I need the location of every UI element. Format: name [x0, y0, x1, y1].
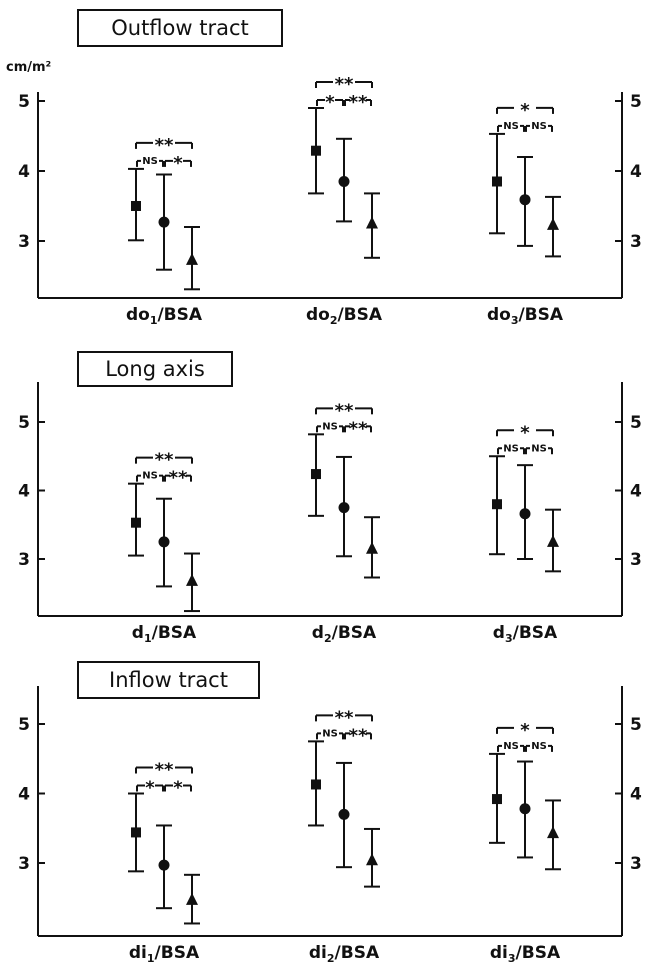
mean-marker-square [311, 145, 321, 156]
mean-marker-square [131, 201, 141, 211]
category-label: di2/BSA [309, 943, 380, 964]
y-tick-label-left: 3 [18, 232, 30, 252]
y-tick-label-left: 5 [18, 413, 30, 433]
sig-bracket-right-label: NS [531, 741, 547, 752]
sig-label-outer: * [520, 100, 530, 121]
mean-marker-circle [338, 502, 350, 514]
mean-marker-circle [158, 536, 170, 548]
panel-title-box [77, 661, 260, 699]
mean-marker-circle [338, 176, 350, 187]
sig-bracket-right-label: ** [349, 725, 368, 746]
sig-bracket-left-label: * [145, 778, 155, 799]
mean-marker-triangle [186, 252, 198, 265]
mean-marker-triangle [186, 892, 198, 905]
panel-title-box [77, 351, 233, 387]
mean-marker-square [131, 827, 141, 838]
mean-marker-triangle [366, 216, 378, 229]
category-label: d2/BSA [312, 623, 377, 645]
y-tick-label-right: 4 [630, 785, 642, 805]
mean-marker-circle [158, 216, 170, 228]
mean-marker-triangle [366, 541, 378, 554]
mean-marker-circle [158, 859, 170, 871]
category-label: do2/BSA [306, 305, 383, 327]
sig-label-outer: ** [335, 707, 354, 728]
sig-bracket-right-label: NS [531, 121, 547, 132]
mean-marker-square [492, 794, 502, 805]
mean-marker-triangle [547, 534, 559, 547]
y-tick-label-left: 4 [18, 162, 30, 182]
y-tick-label-left: 3 [18, 550, 30, 570]
sig-label-outer: ** [155, 760, 174, 781]
sig-bracket-left-label: * [325, 92, 335, 113]
sig-bracket-right-label: ** [169, 468, 188, 489]
y-tick-label-right: 3 [630, 550, 642, 570]
sig-label-outer: ** [155, 135, 174, 156]
sig-bracket-left-label: NS [503, 443, 519, 454]
mean-marker-square [311, 469, 321, 480]
mean-marker-square [492, 499, 502, 510]
panel-title: Inflow tract [109, 668, 228, 692]
y-tick-label-right: 5 [630, 92, 642, 112]
sig-label-outer: ** [335, 400, 354, 421]
y-tick-label-left: 4 [18, 785, 30, 805]
sig-label-outer: ** [335, 74, 354, 95]
y-tick-label-left: 3 [18, 854, 30, 874]
mean-marker-triangle [547, 217, 559, 230]
y-tick-label-right: 5 [630, 715, 642, 735]
sig-bracket-right-label: * [173, 778, 183, 799]
sig-bracket-left-label: NS [322, 728, 338, 739]
sig-bracket-right-label: ** [349, 418, 368, 439]
category-label: di1/BSA [129, 943, 200, 964]
y-tick-label-right: 4 [630, 162, 642, 182]
y-tick-label-left: 4 [18, 482, 30, 502]
mean-marker-circle [519, 194, 531, 206]
mean-marker-triangle [366, 853, 378, 866]
mean-marker-square [131, 517, 141, 528]
category-label: do3/BSA [487, 305, 564, 327]
category-label: d3/BSA [493, 623, 558, 645]
panel-title-box [77, 9, 283, 47]
sig-label-outer: ** [155, 450, 174, 471]
sig-label-outer: * [520, 720, 530, 741]
sig-bracket-right-label: ** [349, 92, 368, 113]
sig-bracket-left-label: NS [503, 741, 519, 752]
category-label: do1/BSA [126, 305, 203, 327]
y-tick-label-right: 4 [630, 482, 642, 502]
y-unit-label: cm/m² [6, 60, 51, 75]
panel-title: Long axis [105, 357, 205, 381]
mean-marker-circle [338, 808, 350, 820]
sig-bracket-left-label: NS [142, 156, 158, 167]
sig-label-outer: * [520, 422, 530, 443]
y-tick-label-right: 3 [630, 854, 642, 874]
category-label: d1/BSA [132, 623, 197, 645]
sig-bracket-left-label: NS [142, 471, 158, 482]
category-label: di3/BSA [490, 943, 561, 964]
y-tick-label-right: 3 [630, 232, 642, 252]
y-tick-label-right: 5 [630, 413, 642, 433]
mean-marker-triangle [547, 826, 559, 839]
sig-bracket-left-label: NS [322, 421, 338, 432]
panel-title: Outflow tract [111, 16, 249, 40]
mean-marker-circle [519, 803, 531, 815]
mean-marker-triangle [186, 573, 198, 586]
mean-marker-square [311, 779, 321, 790]
sig-bracket-left-label: NS [503, 121, 519, 132]
sig-bracket-right-label: NS [531, 443, 547, 454]
mean-marker-square [492, 176, 502, 187]
mean-marker-circle [519, 508, 531, 520]
y-tick-label-left: 5 [18, 92, 30, 112]
y-tick-label-left: 5 [18, 715, 30, 735]
sig-bracket-right-label: * [173, 153, 183, 174]
